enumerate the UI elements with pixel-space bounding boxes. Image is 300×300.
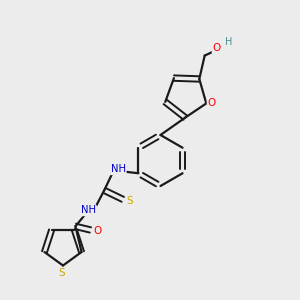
Text: O: O bbox=[213, 44, 221, 53]
Text: S: S bbox=[126, 196, 133, 206]
Text: NH: NH bbox=[81, 206, 96, 215]
Text: O: O bbox=[93, 226, 101, 236]
Text: S: S bbox=[58, 268, 65, 278]
Text: H: H bbox=[225, 38, 232, 47]
Text: NH: NH bbox=[111, 164, 126, 174]
Text: O: O bbox=[208, 98, 216, 108]
